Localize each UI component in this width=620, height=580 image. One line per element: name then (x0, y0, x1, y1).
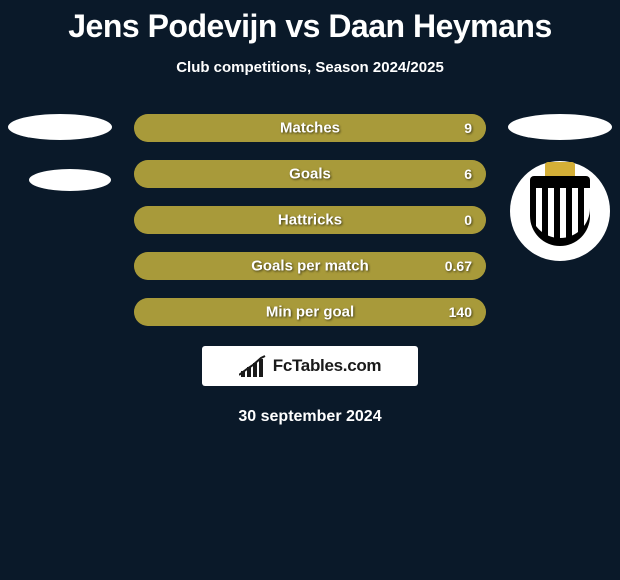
bar-label: Hattricks (278, 212, 342, 229)
source-logo: FcTables.com (202, 346, 418, 386)
page-title: Jens Podevijn vs Daan Heymans (0, 8, 620, 45)
trend-line-icon (239, 355, 267, 377)
bar-label: Goals (289, 166, 331, 183)
player2-avatar-placeholder (508, 114, 612, 140)
logo-text: FcTables.com (273, 356, 382, 376)
date-label: 30 september 2024 (0, 408, 620, 426)
player1-team-placeholder (29, 169, 111, 191)
infographic-container: Jens Podevijn vs Daan Heymans Club compe… (0, 0, 620, 426)
badge-crown-icon (545, 162, 575, 176)
bar-value: 140 (449, 304, 472, 320)
badge-shield-icon (530, 176, 590, 246)
chart-area: Matches 9 Goals 6 Hattricks 0 Goals per … (0, 114, 620, 426)
bar-value: 0 (464, 212, 472, 228)
stat-bar: Goals per match 0.67 (134, 252, 486, 280)
bar-label: Min per goal (266, 304, 354, 321)
bar-value: 6 (464, 166, 472, 182)
badge-stripes-icon (530, 188, 590, 238)
stat-bar: Goals 6 (134, 160, 486, 188)
stat-bar: Matches 9 (134, 114, 486, 142)
stat-bar: Hattricks 0 (134, 206, 486, 234)
bar-value: 9 (464, 120, 472, 136)
bar-value: 0.67 (445, 258, 472, 274)
player2-team-badge (510, 161, 610, 261)
bar-label: Matches (280, 120, 340, 137)
player1-avatar-placeholder (8, 114, 112, 140)
stat-bar: Min per goal 140 (134, 298, 486, 326)
stat-bars: Matches 9 Goals 6 Hattricks 0 Goals per … (134, 114, 486, 326)
subtitle: Club competitions, Season 2024/2025 (0, 59, 620, 76)
bar-label: Goals per match (251, 258, 369, 275)
bar-chart-icon (239, 355, 267, 377)
